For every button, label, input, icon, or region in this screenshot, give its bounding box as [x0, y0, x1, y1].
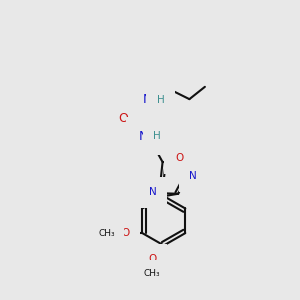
Text: O: O	[148, 254, 156, 264]
Text: CH₃: CH₃	[144, 269, 160, 278]
Text: O: O	[121, 228, 129, 238]
Text: H: H	[157, 95, 165, 105]
Text: N: N	[139, 130, 148, 142]
Text: H: H	[153, 131, 161, 141]
Text: N: N	[189, 171, 197, 182]
Text: O: O	[175, 153, 183, 163]
Text: CH₃: CH₃	[98, 229, 115, 238]
Text: N: N	[143, 93, 152, 106]
Text: N: N	[149, 188, 157, 197]
Text: O: O	[118, 112, 128, 125]
